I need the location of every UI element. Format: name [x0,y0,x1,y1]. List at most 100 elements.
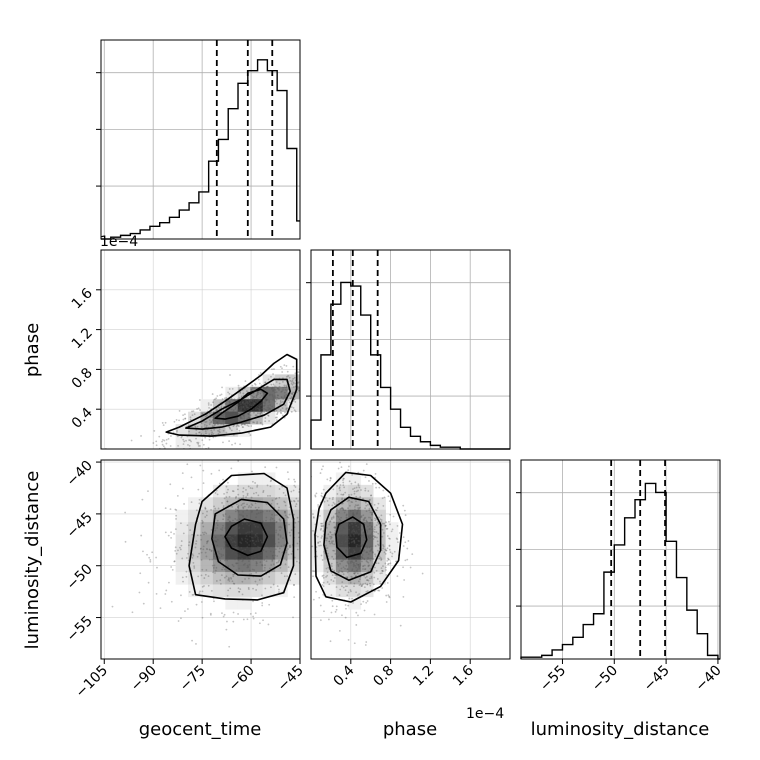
scatter-point [226,594,229,597]
scatter-point [287,388,290,391]
scatter-point [257,552,259,555]
scatter-point [349,589,352,591]
scatter-point [246,494,249,497]
scatter-point [193,567,196,569]
scatter-point [404,541,407,544]
scatter-point [404,514,407,517]
scatter-point [322,585,325,588]
scatter-point [191,533,194,536]
scatter-point [353,487,356,490]
scatter-point [385,521,387,524]
scatter-point [352,528,355,531]
density-cell [237,559,251,573]
scatter-point [369,567,372,570]
scatter-point [335,557,338,560]
scatter-point [275,497,278,500]
scatter-point [325,567,328,570]
scatter-point [235,503,238,506]
scatter-point [189,529,192,532]
scatter-point [375,562,378,565]
scatter-point [232,565,235,568]
scatter-point [198,399,201,401]
scatter-point [374,519,377,522]
scatter-point [227,516,230,519]
scatter-point [274,388,277,391]
scatter-point [201,439,204,442]
scatter-point [250,404,253,407]
scatter-point [176,435,179,438]
scatter-point [284,404,287,407]
scatter-point [353,530,355,533]
scatter-point [371,511,374,514]
scatter-point [246,514,248,517]
scatter-point [272,544,275,547]
scatter-point [337,516,340,518]
scatter-point [200,558,203,561]
scatter-point [288,545,291,547]
scatter-point [227,577,230,579]
scatter-point [263,404,266,407]
scatter-point [367,579,370,582]
scatter-point [330,562,333,565]
scatter-point [201,522,204,525]
scatter-point [201,568,204,571]
scatter-point [358,567,361,570]
scatter-point [362,532,364,534]
scatter-point [255,513,258,515]
scatter-point [169,445,172,447]
scatter-point [290,490,293,493]
scatter-point [240,537,243,540]
scatter-point [271,537,274,539]
scatter-point [388,544,391,547]
scatter-point [347,562,350,565]
scatter-point [328,523,331,526]
scatter-point [238,526,241,529]
scatter-point [381,522,384,525]
scatter-point [375,486,378,489]
scatter-point [232,620,235,623]
contour-line [323,496,382,582]
scatter-point [345,549,348,552]
scatter-point [250,399,253,402]
density-cell [237,399,251,412]
scatter-point [232,412,235,415]
scatter-point [339,530,342,532]
scatter-point [194,426,197,429]
scatter-point [227,557,230,560]
scatter-point [242,406,245,409]
scatter-point [294,480,296,483]
scatter-point [329,477,332,480]
scatter-point [221,501,223,504]
scatter-point [253,523,256,526]
panel-frame-phase [310,249,511,450]
scatter-point [249,404,252,407]
scatter-points-layer [104,364,424,648]
scatter-point [352,565,355,568]
scatter-point [236,509,239,512]
scatter-point [290,406,293,408]
scatter-point [258,398,261,401]
scatter-point [159,607,162,610]
scatter-point [339,588,342,591]
scatter-point [388,548,391,551]
scatter-point [248,535,251,538]
scatter-point [245,535,248,537]
scatter-point [255,414,258,417]
scatter-point [247,412,250,415]
scatter-point [325,539,328,542]
density-cell [373,571,386,585]
scatter-point [226,525,229,528]
scatter-point [259,396,262,399]
scatter-point [275,561,278,564]
scatter-point [368,524,371,527]
scatter-point [232,575,235,578]
scatter-point [358,584,361,587]
scatter-point [228,516,231,519]
scatter-point [241,570,244,573]
scatter-point [170,536,172,539]
scatter-point [200,574,203,577]
scatter-point [340,516,343,519]
scatter-point [291,392,294,395]
scatter-point [255,491,258,494]
scatter-point [264,524,267,527]
